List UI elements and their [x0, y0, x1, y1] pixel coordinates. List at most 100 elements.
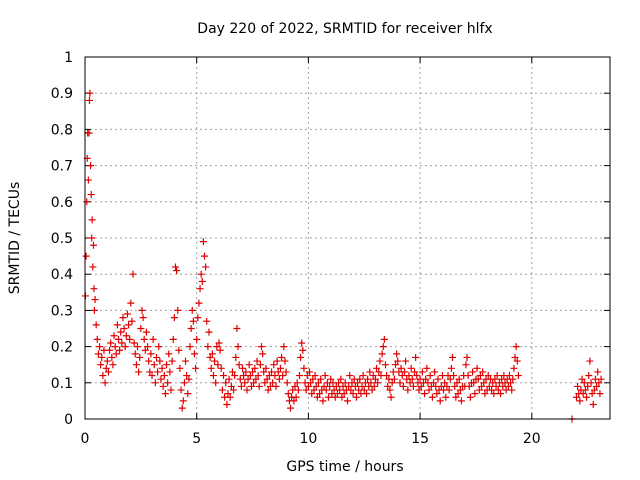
- chart-title: Day 220 of 2022, SRMTID for receiver hlf…: [197, 21, 492, 37]
- data-point: [508, 386, 516, 394]
- data-point: [241, 379, 249, 387]
- data-point: [201, 252, 209, 260]
- data-point: [378, 350, 386, 358]
- data-point: [308, 390, 316, 398]
- data-point: [579, 390, 587, 398]
- data-point: [337, 375, 345, 383]
- data-point: [130, 339, 138, 347]
- data-point: [111, 343, 119, 351]
- data-point: [145, 357, 153, 365]
- data-point: [187, 325, 195, 332]
- data-point: [433, 390, 441, 398]
- data-point: [507, 379, 515, 387]
- data-point: [586, 357, 594, 365]
- data-point: [137, 325, 145, 332]
- data-point: [313, 393, 321, 401]
- data-point: [572, 393, 580, 401]
- data-point: [116, 346, 124, 354]
- data-point: [584, 382, 592, 390]
- data-point: [171, 263, 179, 271]
- data-point: [399, 382, 407, 390]
- data-point: [504, 382, 512, 390]
- data-point: [449, 353, 456, 361]
- data-point: [509, 375, 517, 383]
- data-point: [225, 375, 233, 383]
- data-point: [144, 343, 152, 351]
- data-point: [254, 372, 262, 380]
- data-point: [376, 357, 384, 365]
- data-point: [489, 379, 497, 387]
- data-point: [450, 372, 458, 380]
- data-point: [451, 382, 459, 390]
- data-point: [462, 361, 470, 369]
- data-point: [199, 238, 207, 246]
- data-point: [513, 357, 521, 365]
- data-point: [326, 382, 334, 390]
- data-point: [283, 379, 291, 387]
- data-point: [261, 379, 269, 387]
- data-point: [240, 372, 248, 380]
- data-point: [169, 335, 177, 343]
- data-point: [275, 375, 283, 383]
- data-point: [186, 343, 194, 351]
- data-point: [304, 382, 312, 390]
- data-point: [128, 317, 136, 325]
- data-point: [140, 335, 148, 343]
- data-point: [457, 397, 465, 405]
- data-point: [485, 382, 493, 390]
- data-point: [94, 350, 102, 358]
- data-point: [102, 364, 110, 372]
- data-point: [123, 310, 131, 318]
- data-point: [217, 364, 225, 372]
- x-tick-label: 5: [192, 431, 201, 447]
- data-point: [581, 386, 589, 394]
- data-point: [455, 375, 463, 383]
- data-point: [284, 390, 292, 398]
- data-point: [392, 361, 400, 369]
- data-point: [505, 372, 513, 380]
- data-point: [473, 364, 481, 372]
- data-point: [157, 375, 165, 383]
- data-point: [179, 397, 187, 405]
- data-point: [220, 372, 228, 380]
- data-point: [345, 382, 353, 390]
- data-point: [347, 386, 355, 394]
- data-point: [214, 361, 222, 369]
- data-point: [314, 379, 322, 387]
- data-point: [294, 386, 302, 394]
- y-axis-label: SRMTID / TECUs: [7, 182, 23, 295]
- data-point: [428, 393, 436, 401]
- data-point: [402, 357, 410, 365]
- data-point: [371, 375, 379, 383]
- y-tick-label: 0: [64, 412, 73, 428]
- data-point: [188, 306, 196, 314]
- data-point: [290, 397, 298, 405]
- data-point: [117, 328, 125, 336]
- data-point: [425, 386, 433, 394]
- data-point: [231, 372, 239, 380]
- data-point: [441, 379, 449, 387]
- data-point: [150, 361, 158, 369]
- data-point: [113, 321, 121, 329]
- data-point: [91, 296, 99, 304]
- data-point: [223, 401, 231, 409]
- data-point: [411, 368, 419, 376]
- data-point: [252, 375, 260, 383]
- data-point: [412, 353, 420, 361]
- data-point: [291, 382, 299, 390]
- data-point: [112, 350, 120, 358]
- data-point: [595, 379, 603, 387]
- data-point: [409, 382, 417, 390]
- y-tick-label: 0.6: [51, 195, 73, 211]
- data-point: [237, 382, 245, 390]
- data-point: [407, 364, 415, 372]
- data-point: [465, 382, 473, 390]
- data-point: [397, 364, 405, 372]
- data-point: [271, 372, 279, 380]
- data-point: [118, 339, 126, 347]
- data-point: [170, 314, 178, 322]
- data-point: [196, 285, 204, 293]
- data-point: [335, 379, 343, 387]
- data-point: [302, 386, 310, 394]
- data-point: [82, 252, 90, 260]
